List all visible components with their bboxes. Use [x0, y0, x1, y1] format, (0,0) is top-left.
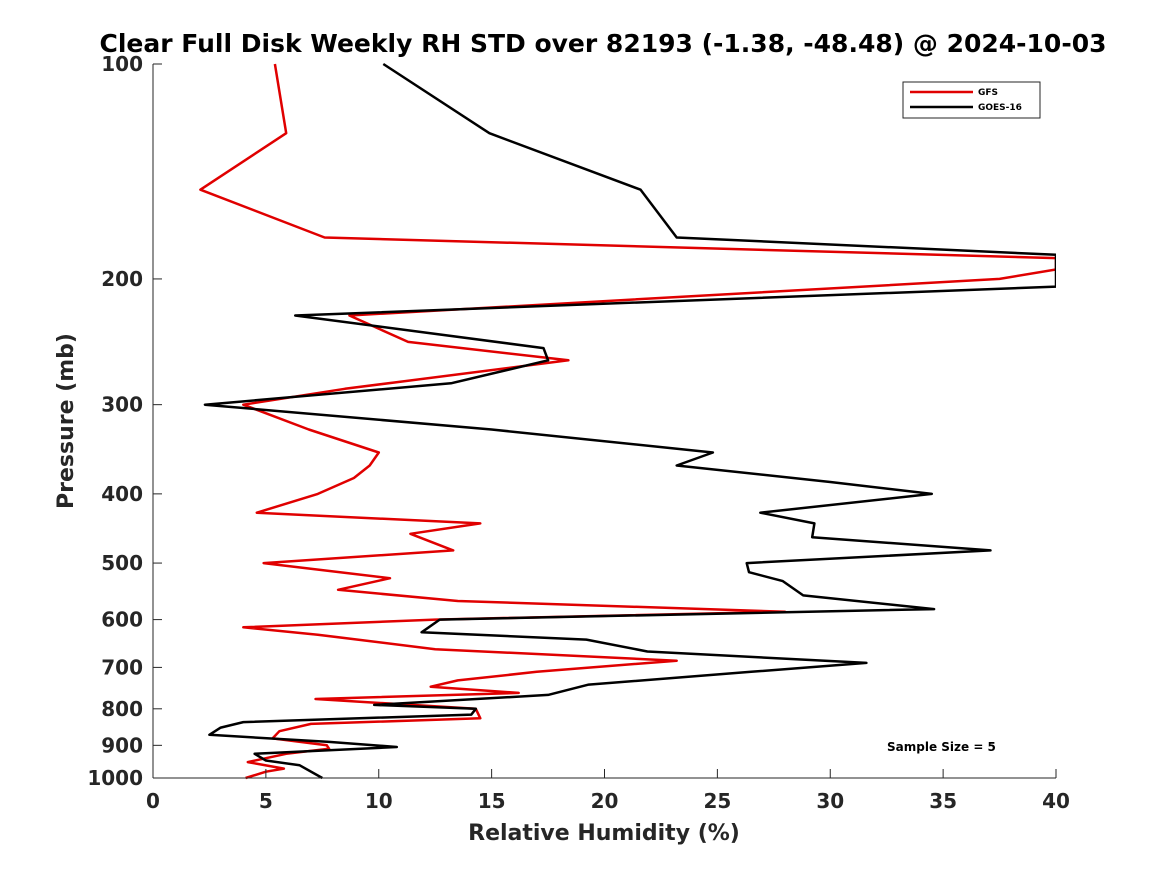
y-tick-label: 1000: [87, 766, 143, 790]
chart-title: Clear Full Disk Weekly RH STD over 82193…: [100, 29, 1107, 58]
y-tick-label: 500: [101, 551, 143, 575]
series-line-gfs: [199, 63, 1056, 780]
plot-area: 0 5 10 15 20 25 30 35 40 100 200 300 400 500 600 700 80…: [87, 52, 1070, 813]
y-tick-label: 800: [101, 697, 143, 721]
legend-box: [902, 81, 1041, 119]
x-tick-label: 15: [478, 789, 506, 813]
series-line-goes16: [203, 62, 1056, 780]
y-tick-label: 700: [101, 655, 143, 679]
x-tick-label: 0: [146, 789, 160, 813]
y-tick-label: 200: [101, 267, 143, 291]
x-axis-ticks: 0 5 10 15 20 25 30 35 40: [146, 769, 1070, 813]
legend-label-gfs: GFS: [978, 88, 998, 98]
y-tick-label: 300: [101, 393, 143, 417]
y-tick-label: 400: [101, 482, 143, 506]
x-axis-label: Relative Humidity (%): [468, 821, 740, 846]
y-axis-ticks: 100 200 300 400 500 600 700 800 900 1000: [87, 52, 162, 790]
x-tick-label: 40: [1042, 789, 1070, 813]
y-tick-label: 900: [101, 733, 143, 757]
x-tick-label: 30: [816, 789, 844, 813]
x-tick-label: 35: [929, 789, 957, 813]
x-tick-label: 20: [591, 789, 619, 813]
legend-label-goes16: GOES-16: [978, 103, 1022, 113]
y-axis-label: Pressure (mb): [54, 333, 79, 509]
legend: GFS GOES-16: [902, 81, 1041, 119]
x-tick-label: 5: [259, 789, 273, 813]
x-tick-label: 10: [365, 789, 393, 813]
series-layer: [199, 62, 1056, 780]
x-tick-label: 25: [703, 789, 731, 813]
y-tick-label: 600: [101, 608, 143, 632]
y-tick-label: 100: [101, 52, 143, 76]
sample-size-annotation: Sample Size = 5: [887, 740, 996, 754]
